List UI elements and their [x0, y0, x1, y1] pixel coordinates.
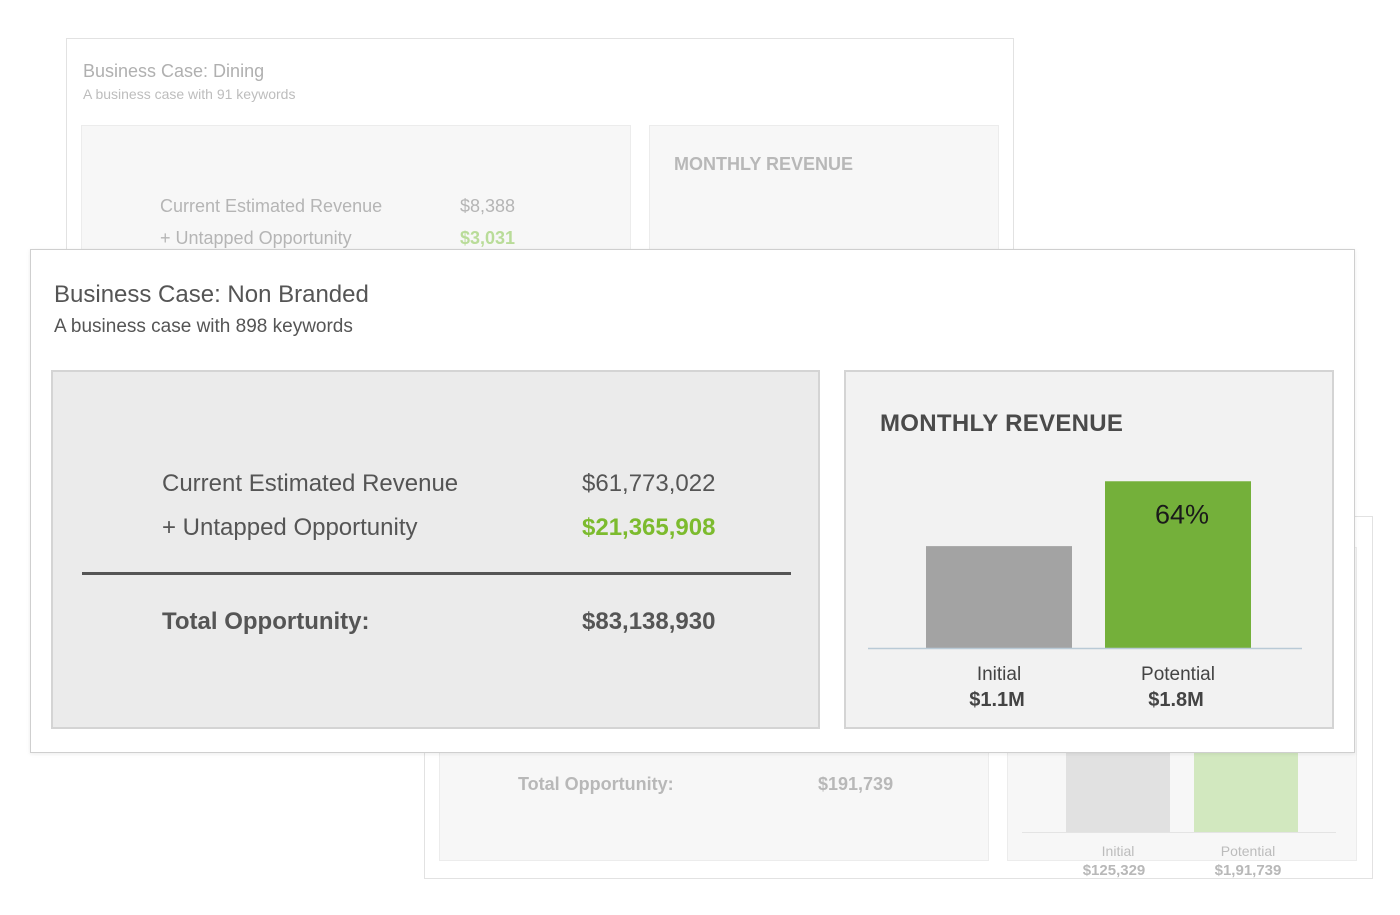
untapped-opportunity-label: + Untapped Opportunity	[162, 514, 418, 541]
bar-potential	[1105, 481, 1251, 648]
monthly-revenue-panel: MONTHLY REVENUE Initial $1.1M Potential $1.…	[844, 370, 1334, 729]
bar-initial	[926, 546, 1072, 648]
chart-baseline	[1022, 832, 1336, 833]
initial-bar	[1066, 748, 1170, 832]
business-case-card-non-branded: Business Case: Non Branded A business ca…	[30, 249, 1355, 753]
current-revenue-value: $61,773,022	[582, 470, 716, 497]
current-revenue-label: Current Estimated Revenue	[162, 470, 459, 497]
total-opportunity-label: Total Opportunity:	[518, 774, 674, 794]
category-label-initial: Initial	[977, 664, 1021, 685]
value-label-potential: $1.8M	[1148, 689, 1204, 711]
card-title: Business Case: Dining	[83, 61, 265, 81]
current-revenue-value: $8,388	[460, 196, 516, 216]
chart-title: MONTHLY REVENUE	[880, 410, 1124, 437]
potential-bar	[1194, 748, 1298, 832]
total-opportunity-value: $191,739	[818, 774, 894, 794]
category-label-potential: Potential	[1141, 664, 1215, 685]
card-subtitle: A business case with 898 keywords	[54, 316, 353, 337]
card-subtitle: A business case with 91 keywords	[83, 86, 296, 102]
initial-value-label: $125,329	[1082, 862, 1146, 879]
potential-category-label: Potential	[1220, 843, 1276, 859]
total-opportunity-label: Total Opportunity:	[162, 608, 370, 635]
chart-title: MONTHLY REVENUE	[674, 154, 854, 174]
untapped-opportunity-label: + Untapped Opportunity	[160, 228, 352, 248]
total-opportunity-value: $83,138,930	[582, 608, 716, 635]
untapped-opportunity-value: $3,031	[460, 228, 516, 248]
card-title: Business Case: Non Branded	[54, 281, 369, 308]
value-label-initial: $1.1M	[969, 689, 1025, 711]
revenue-summary-panel: Current Estimated Revenue $61,773,022 + …	[51, 370, 820, 729]
summary-divider	[82, 572, 791, 575]
growth-percentage-label: 64%	[1155, 499, 1209, 529]
potential-value-label: $1,91,739	[1214, 862, 1282, 879]
untapped-opportunity-value: $21,365,908	[582, 514, 716, 541]
initial-category-label: Initial	[1101, 843, 1135, 859]
current-revenue-label: Current Estimated Revenue	[160, 196, 383, 216]
monthly-revenue-chart: Initial $1.1M Potential $1.8M 64%	[868, 481, 1302, 711]
